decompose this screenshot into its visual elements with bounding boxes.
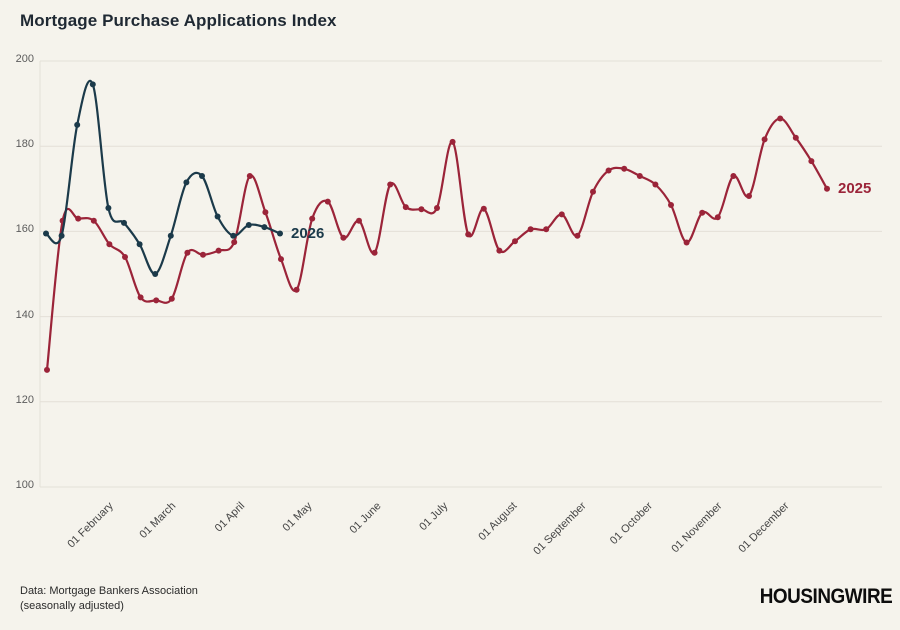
data-source-note: Data: Mortgage Bankers Association (seas… bbox=[20, 584, 198, 614]
data-point-2025 bbox=[44, 366, 50, 373]
y-axis-label: 140 bbox=[15, 308, 34, 321]
data-point-2026 bbox=[105, 205, 112, 211]
data-point-2025 bbox=[699, 209, 706, 216]
data-point-2025 bbox=[387, 181, 394, 188]
data-point-2025 bbox=[231, 239, 238, 246]
data-point-2025 bbox=[200, 251, 206, 258]
data-point-2026 bbox=[261, 224, 268, 231]
data-point-2025 bbox=[512, 238, 518, 245]
data-point-2026 bbox=[152, 271, 159, 277]
series-label-2025: 2025 bbox=[838, 179, 872, 197]
data-point-2026 bbox=[214, 213, 221, 220]
y-axis-label: 120 bbox=[15, 393, 34, 406]
data-point-2025 bbox=[356, 217, 362, 224]
data-point-2026 bbox=[230, 232, 237, 239]
data-point-2025 bbox=[590, 188, 596, 195]
series-line-2025 bbox=[45, 117, 829, 371]
data-point-2025 bbox=[122, 254, 128, 260]
data-point-2025 bbox=[340, 234, 347, 241]
data-point-2025 bbox=[683, 239, 690, 246]
data-point-2025 bbox=[246, 173, 253, 179]
data-point-2025 bbox=[75, 215, 82, 222]
y-axis-label: 160 bbox=[15, 223, 34, 236]
data-point-2025 bbox=[714, 214, 721, 221]
data-point-2025 bbox=[792, 134, 799, 141]
series-label-2026: 2026 bbox=[291, 224, 325, 242]
y-axis-label: 180 bbox=[15, 138, 34, 151]
data-point-2025 bbox=[324, 198, 331, 205]
line-chart bbox=[39, 60, 882, 488]
data-point-2026 bbox=[183, 179, 190, 186]
data-point-2025 bbox=[402, 204, 409, 211]
data-point-2026 bbox=[167, 232, 174, 239]
data-point-2025 bbox=[527, 226, 534, 233]
data-point-2025 bbox=[730, 173, 737, 179]
data-point-2026 bbox=[121, 219, 127, 226]
data-point-2025 bbox=[574, 232, 581, 239]
chart-title: Mortgage Purchase Applications Index bbox=[20, 11, 337, 30]
data-point-2025 bbox=[184, 249, 191, 256]
source-line-2: (seasonally adjusted) bbox=[20, 600, 124, 612]
data-point-2025 bbox=[262, 209, 269, 216]
data-point-2025 bbox=[293, 286, 300, 293]
data-point-2025 bbox=[808, 158, 815, 165]
data-point-2026 bbox=[199, 173, 205, 179]
data-point-2025 bbox=[137, 294, 144, 301]
data-point-2026 bbox=[58, 232, 65, 239]
y-axis-label: 200 bbox=[15, 53, 34, 65]
source-line-1: Data: Mortgage Bankers Association bbox=[20, 585, 198, 597]
data-point-2026 bbox=[74, 121, 81, 128]
data-point-2025 bbox=[761, 136, 768, 143]
data-point-2026 bbox=[245, 222, 252, 228]
data-point-2025 bbox=[636, 173, 643, 179]
series-line-2026 bbox=[44, 79, 282, 276]
data-point-2025 bbox=[168, 295, 175, 302]
data-point-2025 bbox=[215, 247, 222, 254]
data-point-2026 bbox=[277, 230, 283, 237]
data-point-2025 bbox=[668, 202, 674, 208]
data-point-2025 bbox=[90, 217, 97, 224]
data-point-2025 bbox=[278, 256, 284, 263]
data-point-2025 bbox=[652, 181, 659, 188]
data-point-2025 bbox=[449, 138, 456, 145]
data-point-2025 bbox=[434, 205, 440, 211]
data-point-2025 bbox=[496, 247, 503, 254]
data-point-2025 bbox=[777, 115, 784, 122]
data-point-2025 bbox=[153, 297, 160, 304]
data-point-2025 bbox=[543, 226, 550, 233]
y-axis-label: 100 bbox=[15, 479, 34, 491]
data-point-2026 bbox=[136, 241, 143, 248]
data-point-2025 bbox=[418, 206, 425, 213]
data-point-2025 bbox=[746, 193, 752, 199]
housingwire-logo: HOUSINGWIRE bbox=[759, 585, 892, 608]
data-point-2025 bbox=[558, 211, 565, 218]
data-point-2026 bbox=[89, 81, 96, 88]
data-point-2025 bbox=[465, 231, 472, 238]
data-point-2025 bbox=[824, 185, 830, 192]
data-point-2025 bbox=[371, 249, 378, 256]
data-point-2025 bbox=[480, 205, 487, 212]
data-point-2025 bbox=[106, 241, 113, 248]
data-point-2025 bbox=[605, 167, 612, 174]
data-point-2025 bbox=[309, 215, 316, 222]
data-point-2026 bbox=[43, 230, 49, 237]
data-point-2025 bbox=[621, 165, 628, 172]
